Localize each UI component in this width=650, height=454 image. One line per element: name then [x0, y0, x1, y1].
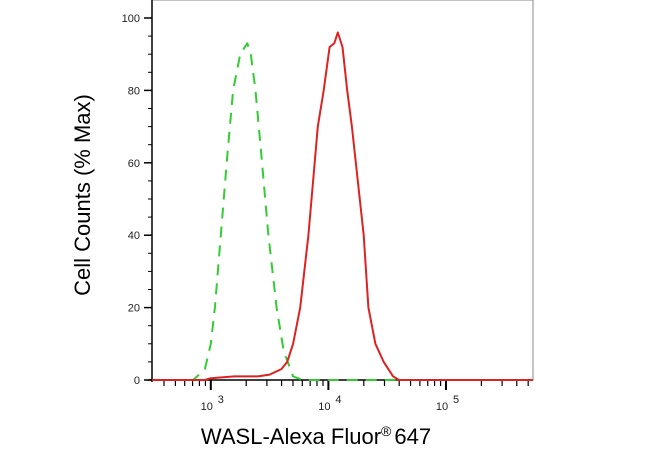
- y-tick-label: 40: [128, 230, 140, 242]
- y-axis-title: Cell Counts (% Max): [70, 94, 95, 296]
- plot-frame: [151, 0, 534, 381]
- x-axis-title-suffix: 647: [394, 424, 431, 449]
- x-axis-title-main: WASL-Alexa Fluor: [201, 424, 381, 449]
- y-tick-label: 100: [122, 13, 140, 25]
- x-axis-title: WASL-Alexa Fluor® 647: [201, 423, 431, 449]
- series-line-control: [152, 42, 533, 381]
- y-tick-label: 20: [128, 303, 140, 315]
- registered-mark: ®: [381, 423, 392, 439]
- y-tick-label: 0: [134, 375, 140, 387]
- x-tick-label-base: 10: [318, 401, 330, 413]
- x-tick-label-exponent: 3: [218, 394, 224, 406]
- y-tick-label: 80: [128, 85, 140, 97]
- x-tick-label-exponent: 5: [453, 394, 459, 406]
- x-tick-label-base: 10: [201, 401, 213, 413]
- series-line-wasl: [152, 31, 533, 381]
- y-tick-label: 60: [128, 158, 140, 170]
- x-tick-label-exponent: 4: [335, 394, 341, 406]
- x-tick-label-base: 10: [436, 401, 448, 413]
